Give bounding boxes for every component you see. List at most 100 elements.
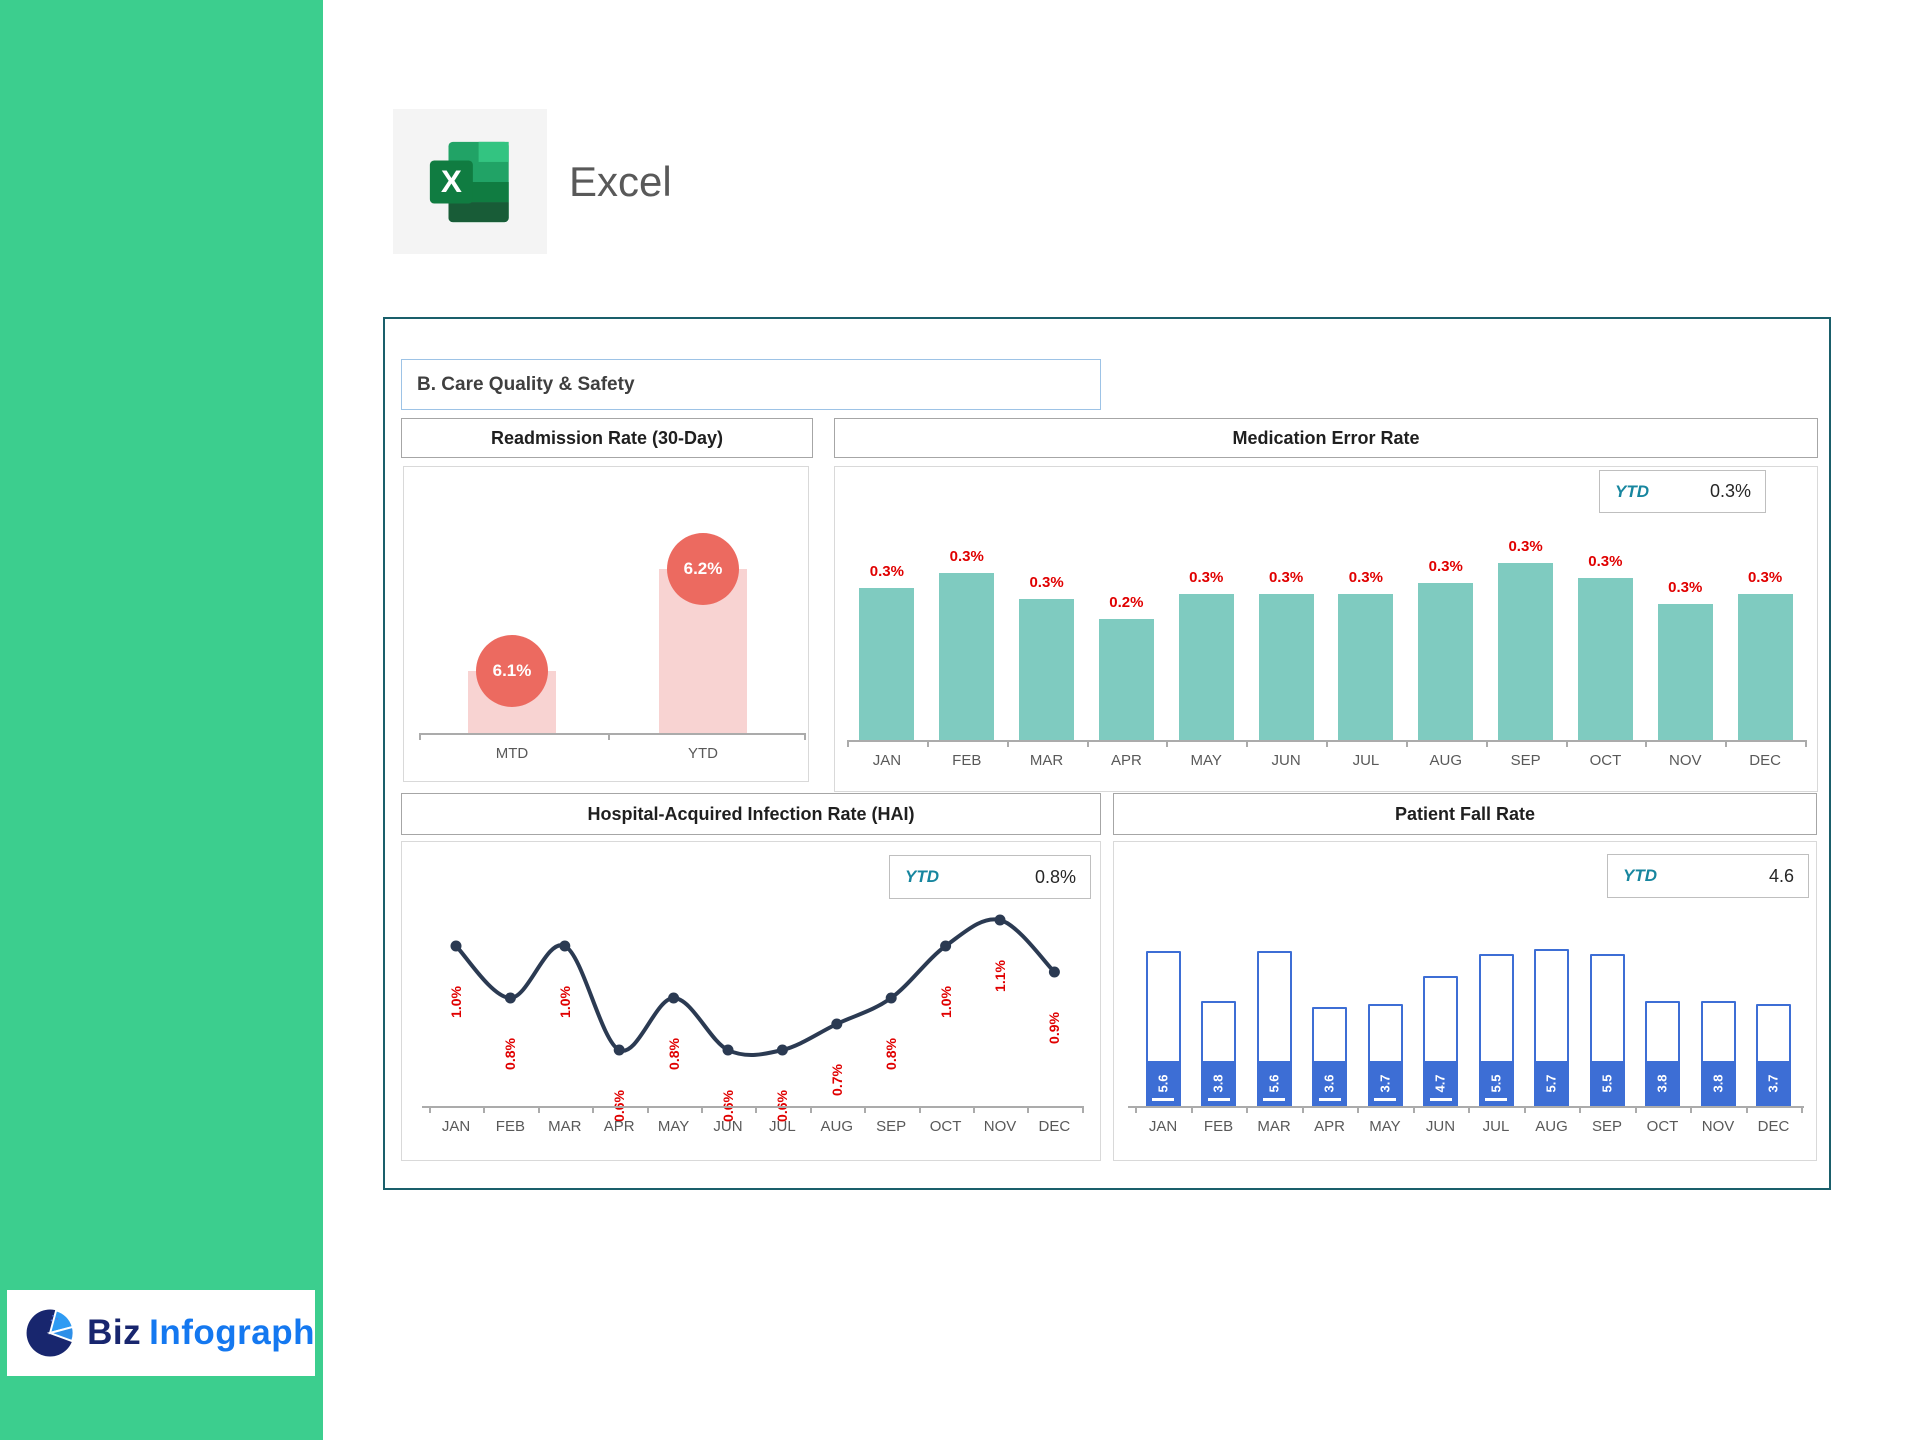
data-label: 0.3% bbox=[1029, 574, 1064, 591]
x-axis-label: DEC bbox=[1749, 752, 1781, 769]
medication-bar bbox=[859, 588, 915, 740]
x-axis-label: OCT bbox=[1646, 1118, 1679, 1135]
x-axis-tick bbox=[755, 1106, 758, 1113]
x-axis-tick bbox=[1565, 740, 1568, 747]
x-axis-tick bbox=[1301, 1106, 1304, 1113]
patient-fall-chart-canvas: 5.6 3.8 5.6 3.6 3.7 4.7 5.5 5.7 5.5 3.8 3.8 3.7 JAN F… bbox=[1114, 842, 1816, 1160]
data-label: 0.3% bbox=[1747, 569, 1783, 586]
bar-base-segment: 3.7 bbox=[1756, 1061, 1791, 1106]
hai-chart-canvas: 1.0% 0.8% 1.0% 0.6% 0.8% 0.6% 0.6% 0.7% 0.8% 1.0%… bbox=[402, 842, 1100, 1160]
panel-header-hai: Hospital-Acquired Infection Rate (HAI) bbox=[401, 793, 1101, 835]
patient-fall-bar: 5.5 bbox=[1589, 954, 1625, 1106]
x-axis-tick bbox=[1135, 1106, 1137, 1113]
medication-bar bbox=[1577, 578, 1633, 740]
x-axis-tick bbox=[926, 740, 929, 747]
x-axis-label: JUN bbox=[1425, 1118, 1456, 1135]
chart-hai: YTD 0.8% 1.0% 0.8% 1.0% 0.6% 0.8% 0.6% 0.6% 0.7… bbox=[401, 841, 1101, 1161]
x-axis-tick bbox=[429, 1106, 431, 1113]
x-axis-tick bbox=[1690, 1106, 1692, 1113]
logo-text-infograph: Infograph bbox=[149, 1313, 315, 1352]
data-label: 3.8 bbox=[1710, 1074, 1726, 1093]
x-axis-tick bbox=[483, 1106, 486, 1113]
ytd-label: YTD bbox=[905, 867, 939, 886]
data-label: 0.3% bbox=[869, 563, 904, 580]
x-axis-label: FEB bbox=[1203, 1118, 1234, 1135]
data-label: 5.6 bbox=[1266, 1074, 1282, 1093]
medication-bar bbox=[1098, 619, 1154, 740]
chart-readmission: 6.1% 6.2% MTD YTD bbox=[403, 466, 809, 782]
patient-fall-bar: 3.6 bbox=[1312, 1007, 1347, 1106]
x-axis-tick bbox=[537, 1106, 540, 1113]
panel-header-patient-fall: Patient Fall Rate bbox=[1113, 793, 1817, 835]
readmission-chart-canvas: 6.1% 6.2% MTD YTD bbox=[404, 467, 808, 781]
panel-header-readmission: Readmission Rate (30-Day) bbox=[401, 418, 813, 458]
patient-fall-bar: 3.7 bbox=[1756, 1004, 1791, 1106]
x-axis-tick bbox=[1412, 1106, 1415, 1113]
patient-fall-bar: 5.6 bbox=[1256, 951, 1292, 1106]
x-axis-line bbox=[1128, 1106, 1804, 1108]
x-axis-tick bbox=[1357, 1106, 1359, 1113]
data-label: 0.3% bbox=[1668, 579, 1703, 596]
logo-text: Biz Infograph bbox=[87, 1313, 315, 1353]
patient-fall-bar: 5.5 bbox=[1478, 954, 1514, 1106]
x-axis-tick bbox=[918, 1106, 921, 1113]
x-axis-tick bbox=[1405, 740, 1408, 747]
ytd-value: 0.8% bbox=[1034, 866, 1076, 887]
bar-base-dash bbox=[1207, 1098, 1230, 1101]
excel-app-label: Excel bbox=[569, 157, 672, 205]
bar-base-segment: 5.6 bbox=[1256, 1061, 1292, 1106]
x-axis-label: DEC bbox=[1757, 1118, 1790, 1135]
patient-fall-bar: 5.6 bbox=[1145, 951, 1181, 1106]
x-axis-tick bbox=[1006, 740, 1009, 747]
x-axis-tick bbox=[1579, 1106, 1581, 1113]
x-axis-label: JAN bbox=[1148, 1118, 1178, 1135]
x-axis-tick bbox=[1086, 740, 1089, 747]
data-label: 3.7 bbox=[1377, 1074, 1393, 1093]
x-axis-label: SEP bbox=[1591, 1118, 1622, 1135]
medication-chart-canvas: 0.3% 0.3% 0.3% 0.2% 0.3% 0.3% 0.3% 0.3% 0.3% 0.3%… bbox=[835, 467, 1817, 791]
ytd-badge-patient-fall: YTD 4.6 bbox=[1607, 854, 1809, 898]
data-label: 0.3% bbox=[1508, 538, 1543, 555]
x-axis-label: JUL bbox=[1352, 752, 1380, 769]
panel-title: Patient Fall Rate bbox=[1394, 803, 1536, 824]
data-label: 1.1% bbox=[992, 960, 1008, 992]
data-label: 0.2% bbox=[1109, 594, 1144, 611]
x-axis-label: SEP bbox=[1510, 752, 1541, 769]
bar-base-segment: 5.7 bbox=[1534, 1061, 1569, 1106]
x-axis-label: APR bbox=[603, 1118, 635, 1135]
data-label: 4.7 bbox=[1432, 1074, 1448, 1093]
data-label: 5.7 bbox=[1543, 1074, 1559, 1093]
bar-base-segment: 5.5 bbox=[1589, 1061, 1625, 1106]
x-axis-label: AUG bbox=[1429, 752, 1462, 769]
excel-app-badge: X Excel bbox=[393, 109, 672, 254]
data-label: 0.3% bbox=[949, 548, 984, 565]
patient-fall-bar: 3.8 bbox=[1645, 1001, 1680, 1106]
patient-fall-bar: 3.8 bbox=[1700, 1001, 1736, 1106]
line-marker bbox=[559, 940, 571, 952]
line-marker bbox=[1048, 966, 1060, 978]
ytd-label: YTD bbox=[1623, 866, 1657, 885]
x-axis-tick bbox=[804, 733, 806, 740]
patient-fall-bar: 4.7 bbox=[1423, 976, 1458, 1106]
bar-base-dash bbox=[1263, 1098, 1285, 1101]
x-axis-label: MAR bbox=[1257, 1118, 1291, 1135]
line-marker bbox=[722, 1044, 734, 1056]
ytd-value: 4.6 bbox=[1768, 865, 1794, 886]
bar-base-segment: 3.8 bbox=[1201, 1061, 1236, 1106]
x-axis-label: NOV bbox=[1701, 1118, 1735, 1135]
line-marker bbox=[940, 940, 952, 952]
data-label: 0.9% bbox=[1046, 1012, 1063, 1044]
medication-bar bbox=[1418, 583, 1474, 740]
excel-icon-glyph: X bbox=[429, 141, 509, 222]
logo-text-biz: Biz bbox=[87, 1313, 142, 1352]
x-axis-label: FEB bbox=[495, 1118, 525, 1135]
line-marker bbox=[994, 914, 1006, 926]
bar-base-dash bbox=[1485, 1098, 1507, 1101]
data-label: 3.6 bbox=[1321, 1074, 1337, 1093]
data-bubble: 6.2% bbox=[667, 533, 739, 605]
x-axis-label: JAN bbox=[872, 752, 902, 769]
x-axis-tick bbox=[847, 740, 849, 747]
x-axis-label: MAY bbox=[657, 1118, 690, 1135]
biz-infograph-logo: Biz Infograph bbox=[7, 1290, 315, 1376]
